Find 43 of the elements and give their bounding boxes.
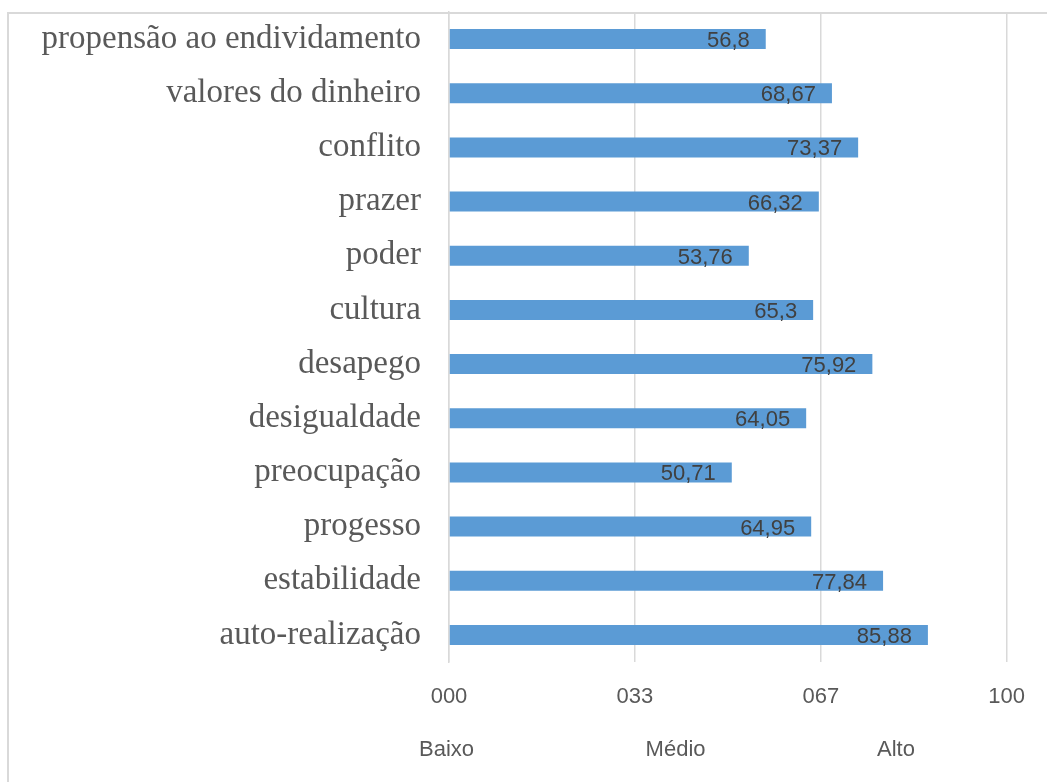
text: Alto bbox=[877, 735, 915, 763]
data-label: 77,84 bbox=[812, 568, 868, 594]
data-label: 73,37 bbox=[787, 135, 843, 161]
bar bbox=[449, 624, 928, 645]
data-label: 50,71 bbox=[660, 460, 716, 486]
bar bbox=[449, 83, 832, 104]
y-tick-label: estabilidade bbox=[263, 560, 421, 597]
data-label: 85,88 bbox=[856, 622, 912, 648]
bar bbox=[449, 29, 766, 50]
y-tick-label: poder bbox=[345, 235, 422, 272]
data-label: 53,76 bbox=[677, 243, 733, 269]
text: Médio bbox=[645, 735, 706, 763]
data-label: 56,8 bbox=[706, 27, 750, 53]
y-tick-label: propensão ao endividamento bbox=[41, 18, 421, 55]
bar bbox=[449, 408, 807, 429]
y-tick-label: desigualdade bbox=[248, 397, 421, 434]
data-label: 64,05 bbox=[735, 406, 791, 432]
bar bbox=[449, 137, 859, 158]
bar bbox=[449, 354, 873, 375]
data-label: 75,92 bbox=[801, 352, 857, 378]
bar bbox=[449, 570, 884, 591]
y-tick-label: progesso bbox=[303, 506, 421, 543]
y-tick-label: conflito bbox=[318, 127, 421, 164]
text: Baixo bbox=[419, 735, 475, 763]
data-label: 64,95 bbox=[740, 514, 796, 540]
x-tick-label: 000 bbox=[430, 683, 468, 709]
y-tick-label: preocupação bbox=[254, 452, 421, 489]
bar bbox=[449, 299, 814, 320]
x-tick-label: 067 bbox=[802, 683, 840, 709]
bar bbox=[449, 516, 812, 537]
y-tick-label: desapego bbox=[298, 343, 421, 380]
y-tick-label: cultura bbox=[329, 289, 422, 326]
x-tick-label: 100 bbox=[988, 683, 1026, 709]
data-label: 65,3 bbox=[754, 297, 798, 323]
bar bbox=[449, 191, 819, 212]
data-label: 68,67 bbox=[760, 81, 816, 107]
bar bbox=[449, 245, 749, 266]
y-tick-label: auto-realização bbox=[219, 614, 421, 651]
bar bbox=[449, 462, 732, 483]
data-label: 66,32 bbox=[747, 189, 803, 215]
y-tick-label: valores do dinheiro bbox=[166, 72, 421, 109]
x-tick-label: 033 bbox=[616, 683, 654, 709]
y-tick-label: prazer bbox=[338, 181, 422, 218]
